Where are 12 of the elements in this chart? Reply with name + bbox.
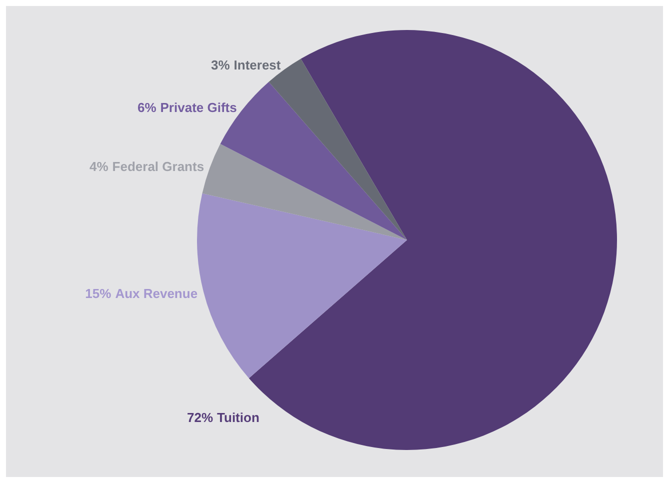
slice-label: Interest (234, 58, 282, 73)
slice-label: Federal Grants (112, 159, 204, 174)
data-label: 6% (137, 100, 157, 115)
slice-label: Tuition (217, 410, 260, 426)
data-label: 4% (90, 159, 109, 174)
slice-label: Private Gifts (160, 100, 237, 115)
data-label: 3% (210, 58, 230, 73)
pie-slice (202, 144, 407, 240)
data-label: 72% (187, 410, 214, 426)
pie-slice (197, 193, 407, 378)
slice-label: Aux Revenue (115, 286, 198, 301)
data-label: 15% (85, 286, 112, 301)
